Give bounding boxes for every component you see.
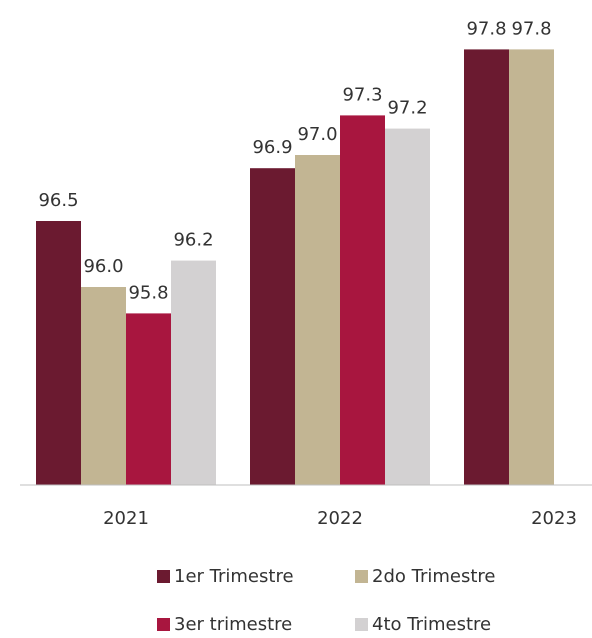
data-label: 96.0 [83,256,123,277]
bar [171,260,216,485]
legend-swatch [355,618,368,631]
bar [126,313,171,485]
data-label: 97.8 [466,18,506,39]
bar [340,115,385,486]
x-tick-label: 2021 [103,508,149,529]
data-label: 97.8 [511,18,551,39]
bar [464,49,509,486]
legend-label: 1er Trimestre [174,566,294,587]
data-label: 96.2 [173,230,213,251]
bar [295,155,340,485]
legend-swatch [157,618,170,631]
data-label: 97.2 [387,98,427,119]
bar [250,168,295,485]
data-label: 96.5 [38,190,78,211]
x-tick-label: 2023 [531,508,577,529]
data-label: 95.8 [128,282,168,303]
bar [81,287,126,485]
bar [385,128,430,485]
bar [36,221,81,485]
data-label: 96.9 [252,137,292,158]
data-label: 97.3 [342,84,382,105]
data-label: 97.0 [297,124,337,145]
bar [509,49,554,486]
legend-label: 4to Trimestre [372,614,491,635]
legend-swatch [157,570,170,583]
x-tick-label: 2022 [317,508,363,529]
legend-label: 2do Trimestre [372,566,496,587]
legend-swatch [355,570,368,583]
legend-label: 3er trimestre [174,614,292,635]
